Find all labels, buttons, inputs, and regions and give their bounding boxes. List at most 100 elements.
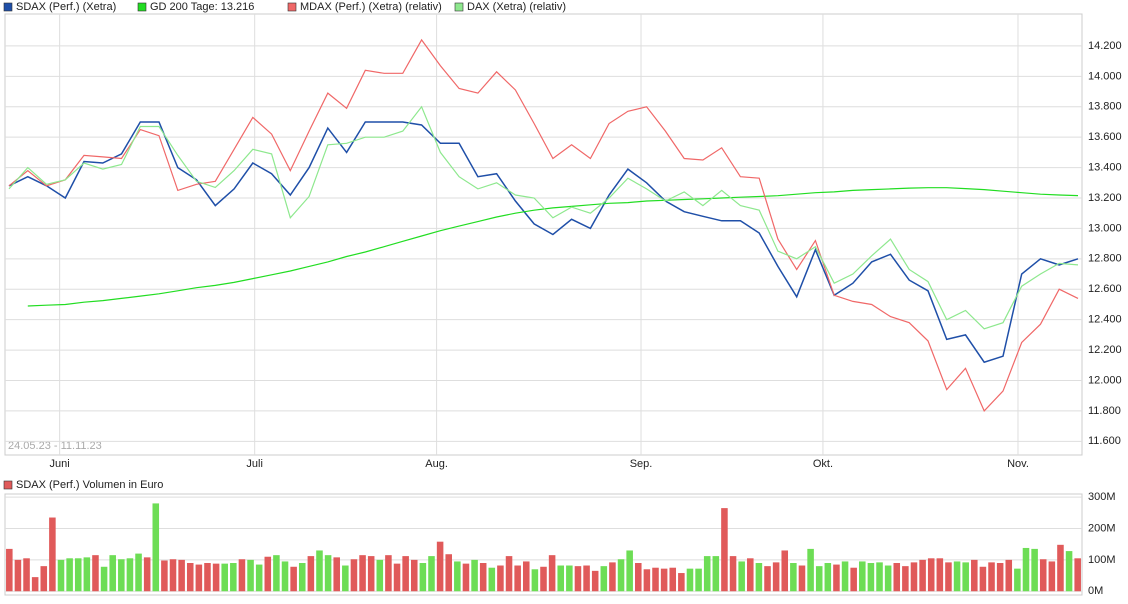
volume-bar xyxy=(49,517,56,592)
volume-bar xyxy=(109,555,116,592)
volume-bar xyxy=(971,559,978,592)
y-tick-label: 12.800 xyxy=(1088,253,1122,265)
y-tick-label: 11.800 xyxy=(1088,405,1121,417)
volume-bar xyxy=(591,570,599,592)
volume-bar xyxy=(471,559,478,592)
volume-bar xyxy=(635,563,642,592)
y-tick-label: 14.000 xyxy=(1088,70,1122,82)
line-series xyxy=(8,38,1079,412)
volume-bar xyxy=(1039,559,1047,592)
volume-bar xyxy=(316,550,323,592)
volume-bar xyxy=(574,566,582,592)
volume-bar xyxy=(617,559,625,592)
volume-bar xyxy=(945,562,952,592)
volume-bar xyxy=(643,569,651,592)
volume-bar xyxy=(479,563,487,592)
volume-bar xyxy=(255,564,263,592)
legend-label: SDAX (Perf.) (Xetra) xyxy=(16,1,116,13)
volume-bar xyxy=(660,568,668,592)
y-tick-label: 12.000 xyxy=(1088,374,1122,386)
volume-bar xyxy=(557,565,565,592)
volume-bar xyxy=(92,555,99,592)
volume-bar xyxy=(540,566,547,592)
volume-bar xyxy=(333,557,340,592)
volume-bar xyxy=(738,561,745,592)
y-tick-label: 12.200 xyxy=(1088,344,1122,356)
volume-bar xyxy=(204,563,211,592)
legend-label: GD 200 Tage: 13.216 xyxy=(150,1,254,13)
volume-bar xyxy=(31,577,39,592)
y-tick-label: 13.600 xyxy=(1088,131,1122,143)
volume-bar xyxy=(376,559,384,592)
volume-bar xyxy=(367,556,375,592)
volume-bar xyxy=(893,563,901,592)
legend-label: SDAX (Perf.) Volumen in Euro xyxy=(16,479,163,491)
volume-bar xyxy=(462,563,470,592)
y-tick-label: 13.200 xyxy=(1088,192,1122,204)
volume-bar xyxy=(488,567,496,592)
volume-bar xyxy=(626,550,633,592)
volume-bar xyxy=(497,565,504,592)
volume-bar xyxy=(83,557,91,592)
volume-bar xyxy=(522,561,530,592)
volume-bar xyxy=(600,566,608,592)
volume-bar xyxy=(876,562,883,592)
volume-bar xyxy=(436,541,444,592)
volume-bar xyxy=(230,563,237,592)
volume-bar xyxy=(57,559,65,592)
volume-bar xyxy=(100,566,108,592)
volume-bar xyxy=(195,564,203,592)
y-tick-label: 0M xyxy=(1088,585,1103,597)
volume-bar xyxy=(135,553,142,592)
legend-label: MDAX (Perf.) (Xetra) (relativ) xyxy=(300,1,442,13)
volume-bar xyxy=(798,565,806,592)
volume-bar xyxy=(712,556,720,592)
volume-bar xyxy=(841,561,849,592)
y-tick-label: 100M xyxy=(1088,554,1116,566)
volume-bar xyxy=(428,556,435,592)
volume-bar xyxy=(1048,561,1056,592)
volume-bar xyxy=(678,573,685,592)
volume-bar xyxy=(66,558,73,592)
volume-bar xyxy=(1031,548,1038,592)
volume-bar xyxy=(833,564,840,592)
volume-bar xyxy=(910,562,918,592)
volume-bar xyxy=(454,561,461,592)
volume-bar xyxy=(824,563,832,592)
volume-bar xyxy=(385,555,392,592)
volume-bar xyxy=(23,558,30,592)
volume-bar xyxy=(212,563,220,592)
volume-bar xyxy=(566,565,573,592)
volume-bar xyxy=(6,548,13,592)
volume-bar xyxy=(505,556,513,592)
volume-bar xyxy=(988,562,995,592)
volume-bar xyxy=(514,565,521,592)
legend-swatch xyxy=(287,2,297,12)
x-tick-label: Aug. xyxy=(425,458,448,470)
volume-bar xyxy=(118,559,125,592)
volume-bar xyxy=(393,563,401,592)
volume-bar xyxy=(979,566,987,592)
y-tick-label: 11.600 xyxy=(1088,435,1121,447)
y-tick-label: 13.400 xyxy=(1088,161,1122,173)
volume-bar xyxy=(247,559,254,592)
y-tick-label: 12.600 xyxy=(1088,283,1122,295)
volume-bar xyxy=(238,559,246,592)
volume-bar xyxy=(772,562,780,592)
volume-bar xyxy=(859,561,866,592)
volume-bar xyxy=(290,566,297,592)
volume-bar xyxy=(186,563,194,592)
volume-bar xyxy=(936,558,944,592)
volume-bar xyxy=(531,569,539,592)
volume-bar xyxy=(902,566,909,592)
volume-bar xyxy=(1022,547,1030,592)
volume-bar xyxy=(669,567,677,592)
legend-swatch xyxy=(454,2,464,12)
volume-bar xyxy=(953,561,961,592)
volume-bar xyxy=(178,559,185,592)
volume-bar xyxy=(807,548,814,592)
x-tick-label: Okt. xyxy=(813,458,833,470)
volume-bar xyxy=(342,565,349,592)
x-tick-label: Sep. xyxy=(630,458,653,470)
line-series xyxy=(27,187,1079,307)
